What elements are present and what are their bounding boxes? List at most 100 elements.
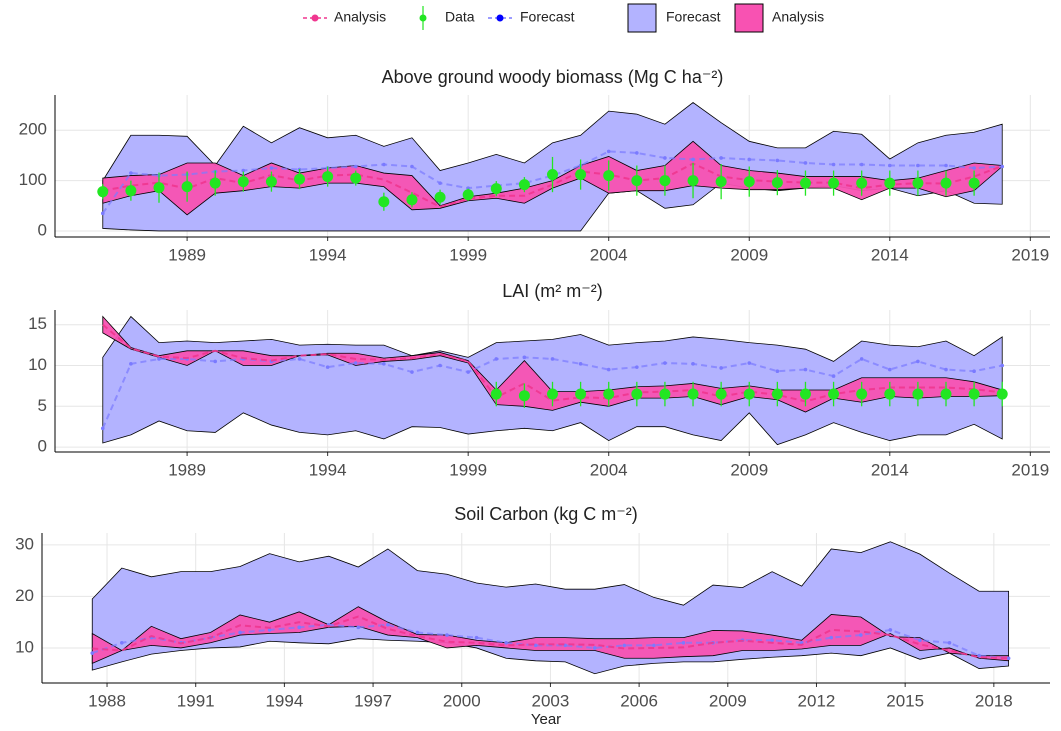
line-point: [353, 361, 358, 365]
panel: LAI (m² m⁻²) 0 5 10 15 1989 1994 1999 2004 2009 20…: [28, 281, 1050, 479]
line-point: [681, 640, 686, 645]
data-point: [856, 388, 868, 400]
x-tick-label: 1999: [449, 460, 487, 479]
data-point: [294, 173, 306, 185]
line-point: [90, 651, 95, 655]
line-point: [622, 643, 627, 648]
line-point: [438, 363, 442, 368]
line-point: [267, 628, 272, 632]
line-point: [386, 622, 390, 627]
x-tick-label: 2000: [443, 691, 481, 710]
line-point: [494, 357, 499, 361]
legend-label: Data: [445, 9, 475, 25]
data-point: [659, 175, 671, 187]
line-point: [1006, 656, 1011, 661]
line-point: [100, 426, 105, 431]
data-point: [884, 177, 896, 189]
x-tick-label: 2004: [590, 460, 628, 479]
x-tick-label: 2014: [871, 245, 909, 264]
y-tick-label: 30: [15, 534, 34, 553]
line-point: [1000, 164, 1005, 169]
line-point: [606, 367, 611, 372]
data-point: [153, 182, 165, 194]
line-point: [241, 168, 246, 173]
line-point: [592, 646, 597, 650]
line-point: [803, 161, 808, 165]
x-tick-label: 2009: [730, 460, 768, 479]
line-point: [747, 157, 752, 162]
data-point: [350, 172, 362, 184]
line-point: [803, 367, 808, 372]
line-point: [297, 357, 302, 361]
x-tick-label: 2012: [798, 691, 836, 710]
line-point: [747, 361, 752, 365]
x-tick-label: 1994: [309, 245, 347, 264]
legend-label: Forecast: [520, 9, 575, 25]
x-tick-label: 2003: [532, 691, 570, 710]
legend-label: Forecast: [666, 9, 721, 25]
x-tick-label: 2018: [975, 691, 1013, 710]
line-point: [719, 156, 723, 160]
legend-key: [496, 14, 504, 22]
line-point: [859, 633, 863, 637]
x-tick-label: 1989: [168, 460, 206, 479]
line-point: [474, 635, 479, 640]
line-point: [652, 643, 656, 648]
line-point: [297, 625, 301, 630]
data-point: [434, 191, 446, 203]
x-tick-label: 2009: [730, 245, 768, 264]
y-tick-label: 0: [38, 220, 47, 239]
line-point: [947, 640, 952, 645]
line-point: [504, 640, 508, 645]
line-point: [916, 163, 920, 168]
panel-title: Above ground woody biomass (Mg C ha⁻²): [382, 67, 724, 87]
data-point: [575, 388, 587, 400]
data-point: [518, 390, 530, 402]
line-point: [770, 638, 774, 643]
legend-key: [627, 3, 657, 33]
panel: Above ground woody biomass (Mg C ha⁻²) 0 1…: [19, 67, 1050, 264]
data-point: [715, 388, 727, 400]
x-tick-label: 2019: [1011, 245, 1049, 264]
line-point: [887, 367, 892, 372]
x-tick-label: 1988: [88, 691, 126, 710]
data-point: [97, 186, 109, 198]
x-tick-label: 2014: [871, 460, 909, 479]
line-point: [831, 162, 836, 167]
x-tick-label: 2019: [1011, 460, 1049, 479]
data-point: [603, 388, 615, 400]
y-tick-label: 5: [38, 396, 47, 415]
panel-title: LAI (m² m⁻²): [502, 281, 603, 301]
y-tick-label: 0: [38, 437, 47, 456]
data-point: [828, 177, 840, 189]
data-point: [575, 169, 587, 181]
line-point: [533, 643, 538, 648]
line-point: [100, 211, 105, 216]
line-point: [438, 181, 442, 185]
y-tick-label: 10: [15, 637, 34, 656]
data-point: [547, 169, 558, 181]
line-point: [859, 357, 864, 361]
line-point: [466, 370, 470, 374]
line-point: [550, 357, 555, 361]
y-tick-label: 200: [19, 120, 47, 139]
line: [92, 615, 1009, 660]
data-point: [799, 177, 811, 189]
legend-label: Analysis: [772, 9, 824, 25]
line-point: [410, 164, 414, 169]
line-point: [663, 361, 667, 365]
line-point: [382, 362, 386, 366]
data-point: [462, 189, 474, 201]
legend: Analysis Data Forecast Forecast Analysis: [303, 3, 824, 33]
line-point: [831, 374, 836, 378]
data-point: [518, 179, 530, 191]
line-point: [578, 362, 583, 366]
data-point: [856, 177, 868, 189]
line-point: [888, 628, 893, 632]
line-point: [663, 156, 667, 160]
panel: Soil Carbon (kg C m⁻²) 10 20 30 1988 1991 1994…: [15, 504, 1050, 728]
line-point: [691, 157, 695, 162]
x-axis-label: Year: [531, 711, 561, 728]
y-tick-label: 15: [28, 314, 47, 333]
line-point: [606, 149, 611, 154]
